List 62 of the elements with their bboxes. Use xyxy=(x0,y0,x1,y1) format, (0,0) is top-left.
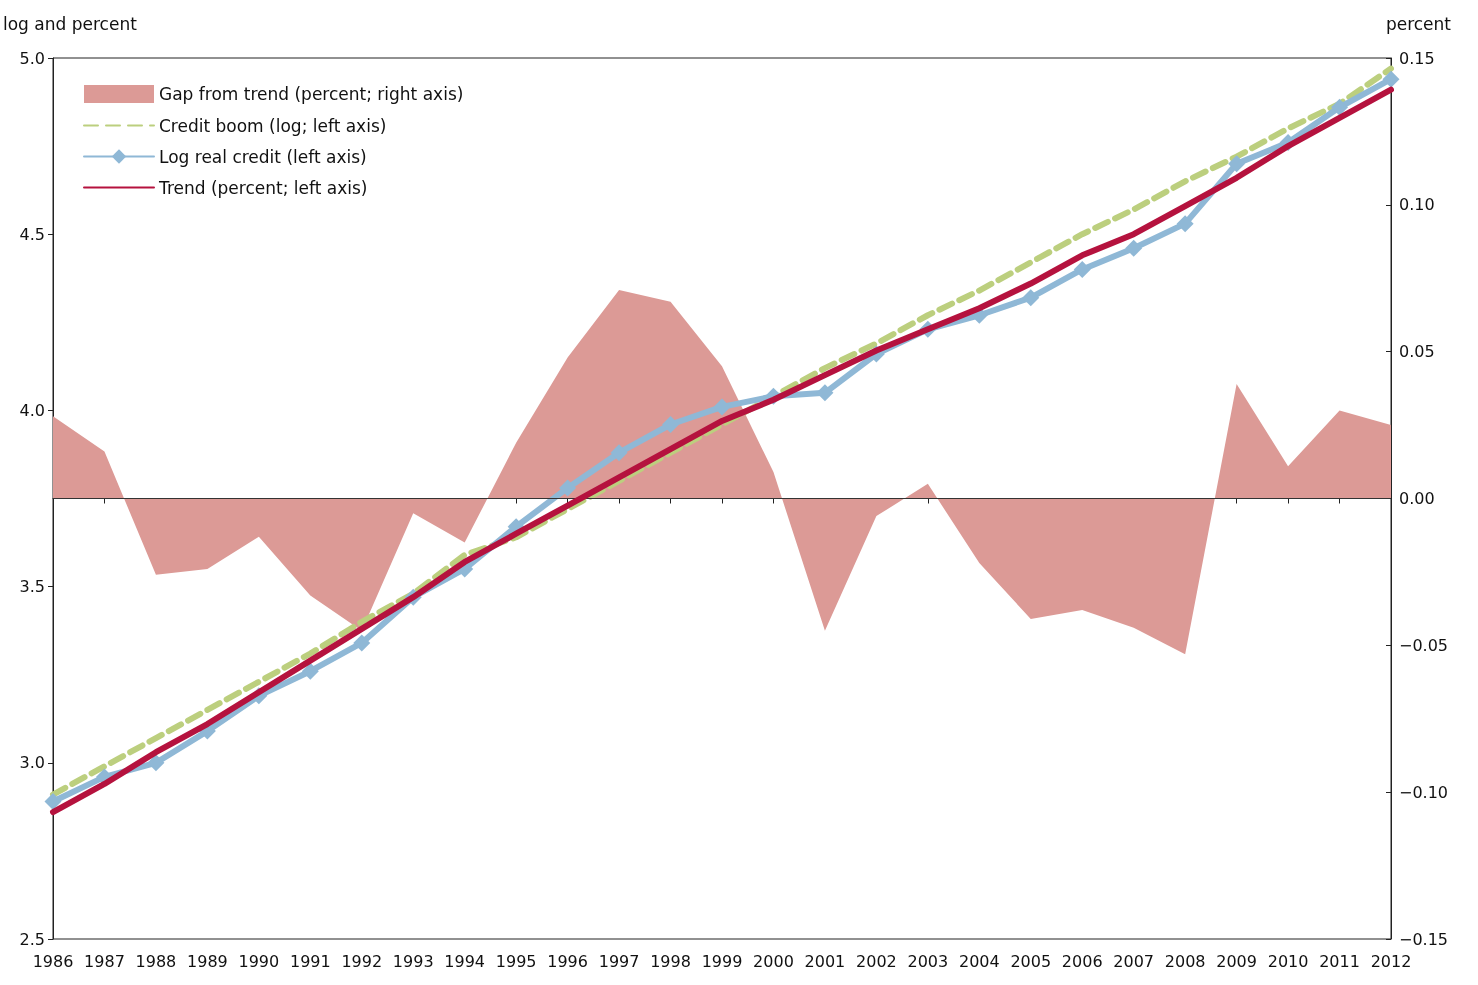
x-tick-label: 2001 xyxy=(804,951,846,971)
x-tick-label: 2011 xyxy=(1319,951,1360,971)
x-tick-label: 2004 xyxy=(958,951,1000,971)
x-tick-label: 1994 xyxy=(444,951,486,971)
y2-tick-label: 0.00 xyxy=(1399,489,1435,508)
y2-tick-label: 0.05 xyxy=(1399,342,1435,362)
x-tick-label: 1993 xyxy=(392,951,434,971)
y2-tick-label: −0.15 xyxy=(1399,929,1449,949)
point xyxy=(610,444,628,462)
x-tick-label: 1990 xyxy=(238,951,280,971)
point xyxy=(662,416,680,433)
point xyxy=(1331,98,1349,116)
y2-tick-label: 0.10 xyxy=(1399,195,1435,215)
x-tick-label: 2012 xyxy=(1370,951,1412,971)
legend-label: Log real credit (left axis) xyxy=(159,146,367,167)
x-tick-label: 1988 xyxy=(135,951,177,971)
point xyxy=(301,662,319,680)
x-tick-label: 2005 xyxy=(1010,951,1052,971)
x-tick-label: 1986 xyxy=(32,951,74,971)
x-tick-label: 1995 xyxy=(495,951,537,971)
x-tick-label: 1991 xyxy=(289,951,331,971)
y2-axis-title: percent xyxy=(1385,13,1452,34)
x-tick-label: 2006 xyxy=(1061,951,1103,971)
x-tick-label: 1998 xyxy=(650,951,691,971)
x-tick-label: 1987 xyxy=(84,951,125,971)
x-tick-label: 2010 xyxy=(1267,951,1309,971)
x-tick-label: 2009 xyxy=(1216,951,1257,971)
x-tick-label: 1992 xyxy=(341,951,383,971)
point xyxy=(1382,70,1400,88)
y-tick-label: 4.5 xyxy=(19,224,45,244)
point xyxy=(44,793,62,811)
x-tick-label: 1997 xyxy=(598,951,640,971)
point xyxy=(1073,260,1091,278)
x-tick-label: 1989 xyxy=(187,951,228,971)
point xyxy=(1228,155,1246,173)
y2-tick-label: −0.10 xyxy=(1399,782,1449,802)
point xyxy=(816,384,834,402)
x-tick-label: 2002 xyxy=(856,951,897,971)
y2-tick-label: 0.15 xyxy=(1399,48,1435,68)
point xyxy=(1022,289,1040,307)
legend-label: Credit boom (log; left axis) xyxy=(159,115,387,136)
x-tick-label: 2008 xyxy=(1164,951,1206,971)
point xyxy=(559,479,577,497)
x-tick-label: 1999 xyxy=(701,951,743,971)
legend-label: Gap from trend (percent; right axis) xyxy=(159,84,464,104)
x-tick-label: 1996 xyxy=(547,951,588,971)
y-tick-label: 5.0 xyxy=(19,48,45,68)
y-tick-label: 2.5 xyxy=(19,929,45,949)
y-tick-label: 3.0 xyxy=(19,753,45,773)
point xyxy=(353,634,371,652)
y-tick-label: 3.5 xyxy=(19,577,45,597)
y2-tick-label: −0.05 xyxy=(1399,635,1449,655)
point xyxy=(147,754,165,772)
point xyxy=(1176,215,1194,233)
x-tick-label: 2007 xyxy=(1113,951,1155,971)
point xyxy=(713,398,731,416)
y-tick-label: 4.0 xyxy=(19,400,45,420)
point xyxy=(1125,239,1143,257)
x-tick-label: 2003 xyxy=(907,951,949,971)
x-tick-label: 2000 xyxy=(753,951,794,971)
legend-label: Trend (percent; left axis) xyxy=(158,177,368,198)
y-axis-title: log and percent xyxy=(3,13,138,34)
